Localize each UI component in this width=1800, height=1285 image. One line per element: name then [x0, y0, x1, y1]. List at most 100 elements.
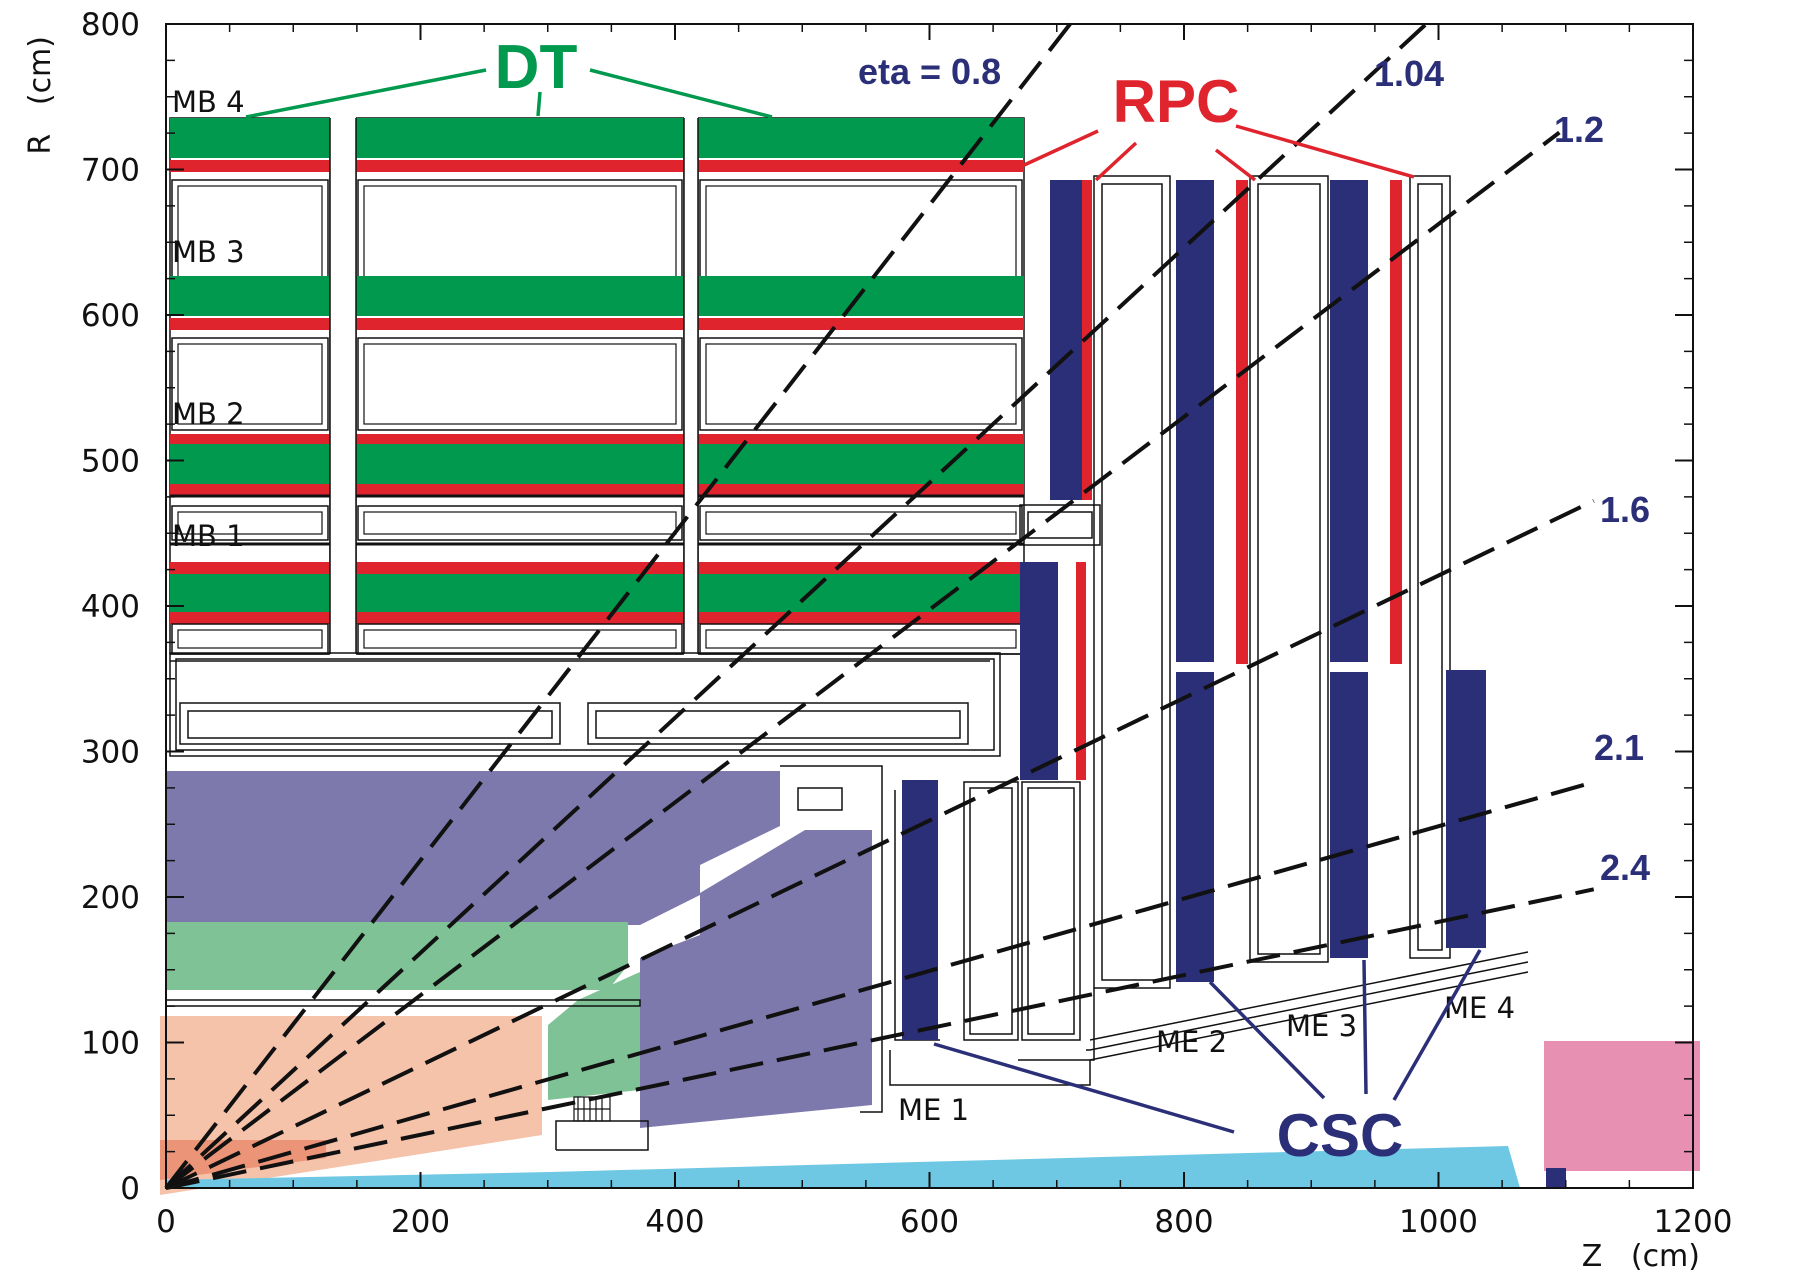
y-tick-label: 500	[81, 444, 140, 480]
dt-chamber	[698, 574, 1024, 612]
x-axis: 0 200 400 600 800 1000 1200	[156, 24, 1732, 1240]
eta-label: eta = 0.8	[858, 51, 1001, 92]
dt-chamber	[170, 444, 330, 484]
csc-me3-1	[1330, 672, 1368, 958]
ecal-endcap	[548, 972, 640, 1100]
barrel-rpc	[698, 318, 1024, 330]
station-label-me1: ME 1	[898, 1093, 969, 1127]
inner-detector	[160, 765, 1700, 1195]
csc-callout	[933, 949, 1482, 1134]
y-tick-label: 100	[81, 1026, 140, 1062]
csc-me2-1	[1176, 672, 1214, 982]
endcap-station-labels: ME 1 ME 2 ME 3 ME 4	[898, 991, 1515, 1127]
forward-csc-block	[1546, 1168, 1566, 1188]
x-tick-label: 400	[645, 1204, 704, 1240]
barrel-rpc	[356, 612, 684, 624]
y-tick-label: 600	[81, 298, 140, 334]
barrel-rpc	[356, 160, 684, 172]
barrel-rpc	[698, 484, 1024, 496]
dt-chamber	[170, 276, 330, 316]
x-tick-label: 200	[391, 1204, 450, 1240]
eta-line	[164, 130, 1561, 1190]
barrel-rpc	[170, 484, 330, 496]
barrel-rpc	[356, 434, 684, 444]
dt-chamber	[356, 276, 684, 316]
x-tick-label: 1200	[1654, 1204, 1733, 1240]
station-label-me4: ME 4	[1444, 991, 1515, 1025]
barrel-station-labels: MB 4 MB 3 MB 2 MB 1	[172, 85, 245, 553]
station-label-mb1: MB 1	[172, 519, 245, 553]
barrel-muon-system	[169, 110, 1025, 757]
csc-me2-2	[1176, 180, 1214, 662]
dt-chamber	[170, 574, 330, 612]
y-tick-label: 200	[81, 880, 140, 916]
barrel-rpc	[170, 612, 330, 624]
dt-callout	[245, 68, 773, 119]
dt-label: DT	[495, 33, 578, 102]
barrel-rpc	[170, 562, 330, 574]
dt-chamber	[698, 444, 1024, 484]
x-tick-label: 600	[900, 1204, 959, 1240]
eta-lines: eta = 0.8 1.04 1.2 1.6 2.1 2.4	[164, 22, 1650, 1190]
barrel-rpc	[698, 160, 1024, 172]
hcal-barrel	[166, 771, 780, 925]
station-label-mb3: MB 3	[172, 235, 245, 269]
beam-pipe	[166, 1146, 1520, 1188]
barrel-rpc	[356, 562, 684, 574]
y-axis: 0 100 200 300 400 500 600 700 800	[81, 7, 1693, 1207]
x-tick-label: 800	[1154, 1204, 1213, 1240]
x-axis-title: Z (cm)	[1582, 1239, 1700, 1274]
dt-chamber	[356, 574, 684, 612]
eta-label: 2.4	[1600, 847, 1650, 888]
eta-line	[165, 498, 1595, 1190]
eta-label: 1.04	[1374, 53, 1444, 94]
station-label-me3: ME 3	[1286, 1009, 1357, 1043]
station-label-me2: ME 2	[1156, 1025, 1227, 1059]
ecal-barrel	[166, 922, 628, 990]
x-tick-label: 1000	[1399, 1204, 1478, 1240]
dt-chamber	[698, 118, 1024, 158]
csc-me1-1	[902, 780, 938, 1040]
eta-label: 1.6	[1600, 489, 1650, 530]
y-tick-label: 400	[81, 589, 140, 625]
barrel-rpc	[698, 434, 1024, 444]
dt-chamber	[170, 118, 330, 158]
x-tick-label: 0	[156, 1204, 176, 1240]
eta-line	[165, 887, 1595, 1190]
eta-line	[164, 22, 1072, 1190]
y-tick-label: 0	[120, 1171, 140, 1207]
barrel-yoke-outlines	[169, 652, 1001, 757]
barrel-rpc	[170, 318, 330, 330]
barrel-rpc	[698, 612, 1024, 624]
y-tick-label: 300	[81, 735, 140, 771]
barrel-rpc	[170, 434, 330, 444]
csc-me3-2	[1330, 180, 1368, 662]
barrel-rpc	[698, 562, 1024, 574]
y-tick-label: 800	[81, 7, 140, 43]
barrel-rpc	[356, 318, 684, 330]
eta-line	[165, 780, 1595, 1190]
dt-chamber	[356, 118, 684, 158]
eta-label: 1.2	[1554, 109, 1604, 150]
station-label-mb4: MB 4	[172, 85, 245, 119]
rpc-label: RPC	[1113, 68, 1240, 135]
station-label-mb2: MB 2	[172, 397, 245, 431]
y-axis-title: R (cm)	[23, 36, 58, 155]
csc-label: CSC	[1277, 1102, 1404, 1169]
hcal-endcap	[640, 830, 872, 1128]
eta-label: 2.1	[1594, 727, 1644, 768]
forward-shield	[1544, 1041, 1700, 1171]
dt-chamber	[356, 444, 684, 484]
feedthrough-hatch	[573, 1096, 611, 1122]
csc-me1-3	[1050, 180, 1082, 500]
csc-me1-2	[1020, 562, 1058, 780]
barrel-rpc	[356, 484, 684, 496]
y-tick-label: 700	[81, 153, 140, 189]
csc-me4-1	[1446, 670, 1486, 948]
barrel-rpc	[170, 160, 330, 172]
rpc-callout	[1021, 124, 1415, 182]
csc-chambers	[902, 180, 1486, 1040]
pixel-detector	[160, 1140, 326, 1180]
endcap-disk-outlines	[889, 175, 1529, 1086]
